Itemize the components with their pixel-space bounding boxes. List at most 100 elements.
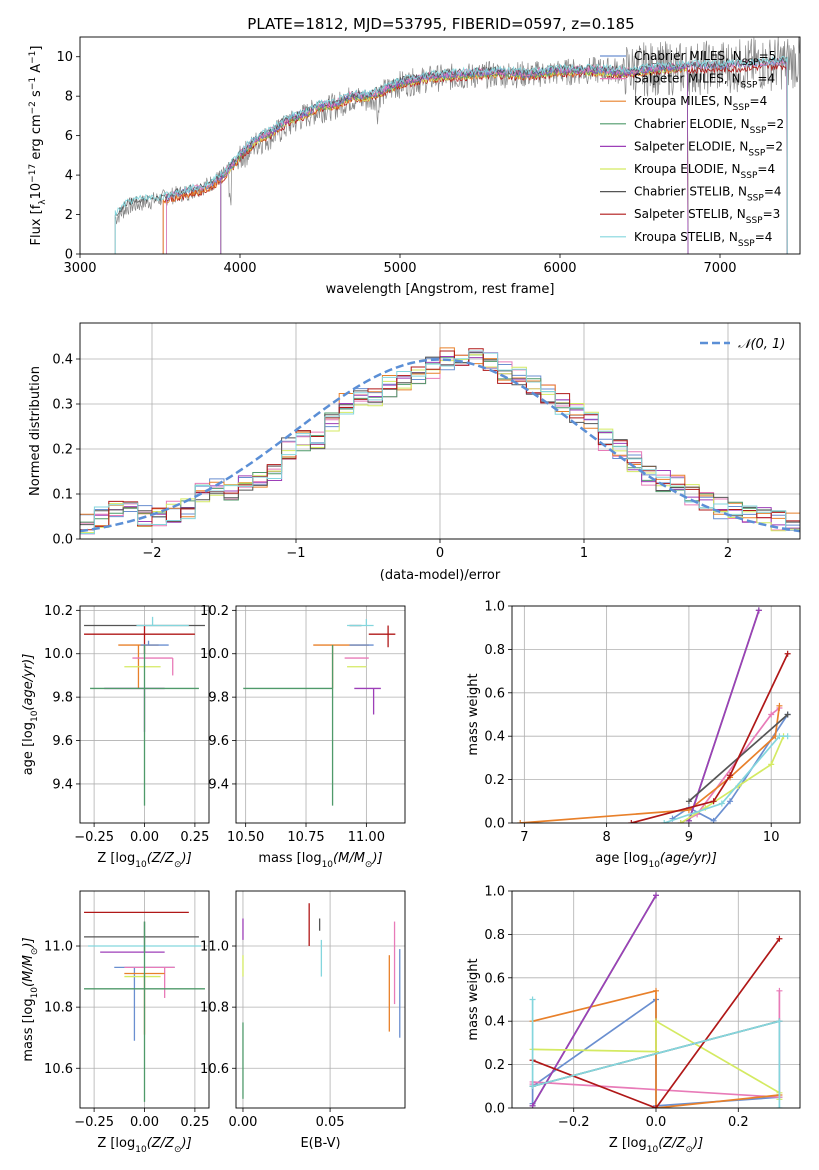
weight-marker-kroupa_stelib <box>718 800 725 807</box>
label-part: A <box>29 64 44 77</box>
weight-marker-kroupa_elodie <box>653 1018 659 1025</box>
x-axis-label: age [log10(age/yr)] <box>595 851 717 870</box>
y-tick-label: 10 <box>56 50 73 65</box>
y-tick-label: 6 <box>65 129 73 144</box>
axes-frame <box>235 605 406 824</box>
x-tick-label: −2 <box>142 546 161 561</box>
label-part: 10 <box>135 1145 147 1155</box>
label-part: s <box>29 90 44 101</box>
y-axis-label: Normed distribution <box>28 366 43 496</box>
label-part: ⊙ <box>685 1145 693 1155</box>
weight-marker-kroupa_stelib <box>776 733 783 740</box>
label-part: Salpeter ELODIE, N <box>634 139 748 153</box>
legend-label-kroupa_stelib: Kroupa STELIB, NSSP=4 <box>634 230 772 249</box>
label-part: (age/yr)] <box>660 851 717 866</box>
weight-line-salpeter_elodie <box>531 894 657 1107</box>
legend-label-kroupa_miles: Kroupa MILES, NSSP=4 <box>634 94 767 113</box>
label-part: ⊙ <box>30 948 40 956</box>
y-axis-label: Flux [fλ10−17 erg cm−2 s−1 A−1] <box>28 46 48 246</box>
label-part: SSP <box>742 58 759 68</box>
legend-label-kroupa_elodie: Kroupa ELODIE, NSSP=4 <box>634 162 775 181</box>
weight-marker-salpeter_miles <box>776 987 783 994</box>
x-tick-label: 0.25 <box>180 830 209 845</box>
y-tick-label: 0.8 <box>484 643 505 658</box>
weight-marker-kroupa_stelib <box>776 1105 783 1108</box>
x-tick-label: 5000 <box>383 261 416 276</box>
label-part: erg cm <box>29 114 44 163</box>
y-tick-label: 0.2 <box>52 443 73 458</box>
label-part: =2 <box>766 117 784 131</box>
legend-label-chabrier_elodie: Chabrier ELODIE, NSSP=2 <box>634 117 784 136</box>
y-tick-label: 11.0 <box>200 940 229 955</box>
label-part: ⊙ <box>174 860 182 870</box>
label-part: Kroupa MILES, N <box>634 94 733 108</box>
axes-frame <box>79 605 210 824</box>
weight-marker-kroupa_stelib <box>661 820 668 823</box>
x-axis-label: Z [log10(Z/Z⊙)] <box>97 1136 191 1155</box>
label-part: )] <box>181 851 192 866</box>
weight-marker-salpeter_elodie <box>755 607 762 614</box>
label-part: (Z/Z <box>147 851 175 866</box>
label-part: Kroupa STELIB, N <box>634 230 738 244</box>
legend-label-chabrier_stelib: Chabrier STELIB, NSSP=4 <box>634 185 782 204</box>
label-part: age [log <box>21 722 36 775</box>
label-part: SSP <box>738 239 755 249</box>
weight-marker-kroupa_elodie <box>677 820 684 823</box>
y-tick-label: 4 <box>65 169 73 184</box>
legend-label-chabrier_miles: Chabrier MILES, NSSP=5 <box>634 49 776 68</box>
y-tick-label: 10.8 <box>200 1001 229 1016</box>
x-tick-label: −0.25 <box>74 830 114 845</box>
y-tick-label: 10.6 <box>44 1062 73 1077</box>
x-axis-label: Z [log10(Z/Z⊙)] <box>609 1136 703 1155</box>
label-part: Chabrier MILES, N <box>634 49 742 63</box>
legend-label-salpeter_stelib: Salpeter STELIB, NSSP=3 <box>634 207 780 226</box>
weight-marker-chabrier_miles <box>727 798 734 805</box>
x-tick-label: −0.2 <box>558 1115 590 1130</box>
label-part: SSP <box>747 194 764 204</box>
label-part: )] <box>181 1136 192 1151</box>
label-part: ] <box>29 46 44 51</box>
x-tick-label: 3000 <box>63 261 96 276</box>
x-tick-label: 10.50 <box>227 830 264 845</box>
x-tick-label: 8 <box>602 830 610 845</box>
weight-marker-kroupa_miles <box>517 820 524 823</box>
y-tick-label: 0.0 <box>484 817 505 832</box>
label-part: Z [log <box>97 1136 135 1151</box>
y-tick-label: 1.0 <box>484 600 505 615</box>
residual-histograms <box>80 347 800 535</box>
axes-frame <box>511 890 801 1109</box>
y-tick-label: 10.6 <box>200 1062 229 1077</box>
weight-marker-salpeter_stelib <box>653 1105 659 1108</box>
x-axis-label: wavelength [Angstrom, rest frame] <box>326 282 555 297</box>
y-tick-label: 10.2 <box>200 604 229 619</box>
model-spectrum-chabrier_elodie <box>220 63 689 254</box>
y-axis-label: age [log10(age/yr)] <box>21 654 40 776</box>
x-tick-label: 0.00 <box>130 830 159 845</box>
y-tick-label: 0.6 <box>484 686 505 701</box>
normal-curve <box>80 358 800 533</box>
figure-title: PLATE=1812, MJD=53795, FIBERID=0597, z=0… <box>247 15 634 33</box>
label-part: )] <box>371 851 382 866</box>
spectrum-panel: 3000 4000 5000 6000 7000 0 2 4 6 8 10 wavelength [A… <box>28 36 801 297</box>
label-part: 10 <box>29 183 44 200</box>
mass_vs_ebv-points <box>242 903 401 1099</box>
model-spectrum-salpeter_miles <box>166 57 788 254</box>
y-tick-label: 1.0 <box>484 885 505 900</box>
label-part: ⊙ <box>365 860 373 870</box>
label-part: 10 <box>30 710 40 722</box>
model-spectrum-kroupa_stelib <box>114 56 788 254</box>
label-part: (Z/Z <box>658 1136 686 1151</box>
label-part: (age/yr)] <box>21 654 36 711</box>
histogram-kroupa_stelib <box>80 350 800 534</box>
label-part: mass [log <box>258 851 321 866</box>
label-part: −1 <box>28 77 38 90</box>
observed-spectrum-line <box>114 37 800 225</box>
x-tick-label: 2 <box>724 546 732 561</box>
label-part: 10 <box>322 860 334 870</box>
y-tick-label: 0.0 <box>484 1102 505 1117</box>
label-part: =2 <box>765 139 783 153</box>
y-tick-label: 9.6 <box>208 734 229 749</box>
weight-marker-salpeter_stelib <box>710 798 717 805</box>
